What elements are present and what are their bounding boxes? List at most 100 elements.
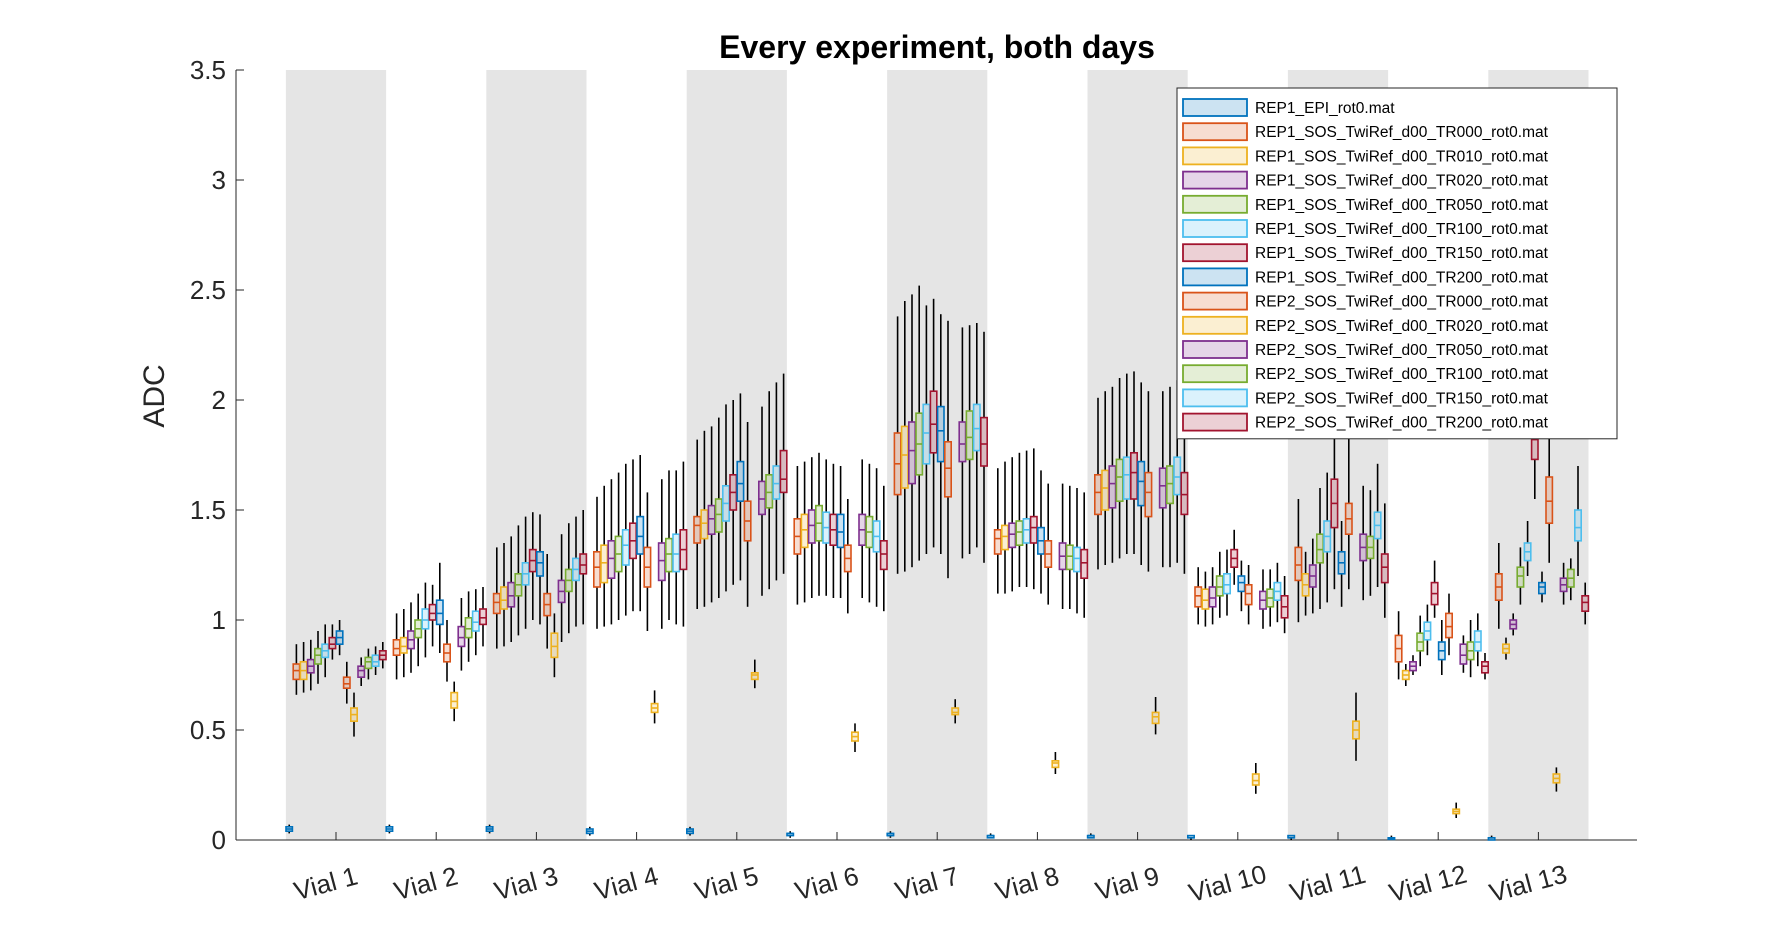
box-1-1 [392, 613, 401, 680]
box-body [592, 550, 601, 588]
box-body [1022, 517, 1031, 544]
y-tick-label: 3.5 [190, 55, 226, 85]
box-body [1051, 759, 1060, 769]
box-10-1 [457, 598, 466, 671]
box-1-5 [793, 466, 802, 605]
box-7-7 [1037, 470, 1046, 594]
box-body [1251, 773, 1260, 786]
legend-swatch [1182, 98, 1248, 117]
box-body [664, 537, 673, 573]
box-12-12 [1574, 466, 1583, 576]
box-12-9 [1273, 562, 1282, 623]
box-body [1316, 533, 1325, 564]
y-tick-label: 0.5 [190, 715, 226, 745]
box-body [900, 425, 909, 489]
box-0-11 [1387, 835, 1396, 841]
box-2-7 [1000, 461, 1009, 594]
x-tick-label: Vial 7 [892, 860, 962, 906]
box-4-9 [1215, 551, 1224, 618]
box-4-11 [1416, 615, 1425, 667]
box-2-11 [1401, 664, 1410, 686]
box-body [421, 608, 430, 630]
box-body [1115, 458, 1124, 502]
box-body [1158, 467, 1167, 509]
box-body [1180, 471, 1189, 516]
legend-swatch [1182, 194, 1248, 214]
box-11-11 [1466, 620, 1475, 678]
legend-entry: REP1_EPI_rot0.mat [1255, 100, 1395, 117]
box-8-11 [1445, 593, 1454, 656]
box-body [714, 498, 723, 533]
box-body [1094, 473, 1103, 516]
box-13-2 [579, 510, 588, 625]
box-body [607, 539, 616, 579]
box-0-12 [1487, 835, 1496, 841]
box-4-12 [1516, 547, 1525, 605]
box-3-9 [1208, 567, 1217, 625]
box-body [1000, 524, 1009, 551]
box-6-7 [1029, 448, 1038, 590]
x-tick-label: Vial 10 [1185, 859, 1269, 908]
legend-swatch [1182, 388, 1248, 408]
legend-swatch [1182, 340, 1248, 359]
box-body [657, 542, 666, 582]
box-3-10 [1308, 538, 1317, 614]
box-0-5 [786, 831, 795, 838]
box-13-1 [478, 587, 487, 647]
box-body [1015, 520, 1024, 547]
box-10-8 [1158, 391, 1167, 568]
box-body [507, 581, 516, 608]
box-13-7 [1080, 492, 1089, 618]
box-10-0 [357, 657, 366, 686]
box-7-2 [535, 514, 544, 625]
box-body [1101, 469, 1110, 511]
box-body [550, 632, 559, 659]
box-6-1 [428, 584, 437, 647]
box-2-5 [800, 461, 809, 603]
box-1-11 [1394, 611, 1403, 680]
box-12-0 [371, 646, 380, 675]
box-12-7 [1073, 488, 1082, 614]
box-body [1137, 460, 1146, 507]
box-11-8 [1166, 386, 1175, 568]
box-12-1 [471, 589, 480, 656]
box-body [807, 509, 816, 544]
box-10-9 [1259, 569, 1268, 629]
box-1-6 [893, 316, 902, 574]
box-body [1215, 575, 1224, 597]
box-8-9 [1244, 565, 1253, 625]
box-13-9 [1280, 576, 1289, 634]
box-body [765, 473, 774, 509]
x-tick-label: Vial 12 [1386, 859, 1470, 908]
box-3-3 [607, 479, 616, 625]
box-body [929, 390, 938, 454]
box-9-1 [450, 681, 459, 722]
box-5-4 [721, 404, 730, 592]
box-7-4 [736, 393, 745, 581]
box-5-3 [621, 463, 630, 616]
box-body [499, 586, 508, 610]
x-tick-label: Vial 4 [591, 860, 661, 906]
box-7-3 [636, 455, 645, 612]
legend-entry: REP1_SOS_TwiRef_d00_TR010_rot0.mat [1255, 148, 1549, 165]
box-5-7 [1022, 450, 1031, 587]
legend-box [1176, 87, 1618, 440]
box-8-12 [1545, 426, 1554, 563]
box-6-0 [328, 624, 337, 660]
box-2-3 [600, 485, 609, 627]
box-body [700, 509, 709, 540]
y-tick-label: 0 [212, 825, 226, 855]
box-body [1130, 451, 1139, 500]
box-body [1237, 575, 1246, 593]
box-9-3 [650, 690, 659, 724]
legend-entry: REP1_SOS_TwiRef_d00_TR020_rot0.mat [1255, 173, 1549, 190]
x-tick-label: Vial 5 [691, 860, 761, 906]
box-8-5 [843, 499, 852, 614]
box-3-7 [1008, 457, 1017, 592]
box-3-12 [1509, 613, 1518, 636]
band-vial-1 [285, 70, 387, 840]
y-axis-label: ADC [138, 364, 171, 427]
y-ticks: 0 0.5 1 1.5 2 2.5 3 3.5 [190, 55, 244, 855]
legend-swatch [1182, 243, 1248, 263]
box-body [600, 544, 609, 584]
